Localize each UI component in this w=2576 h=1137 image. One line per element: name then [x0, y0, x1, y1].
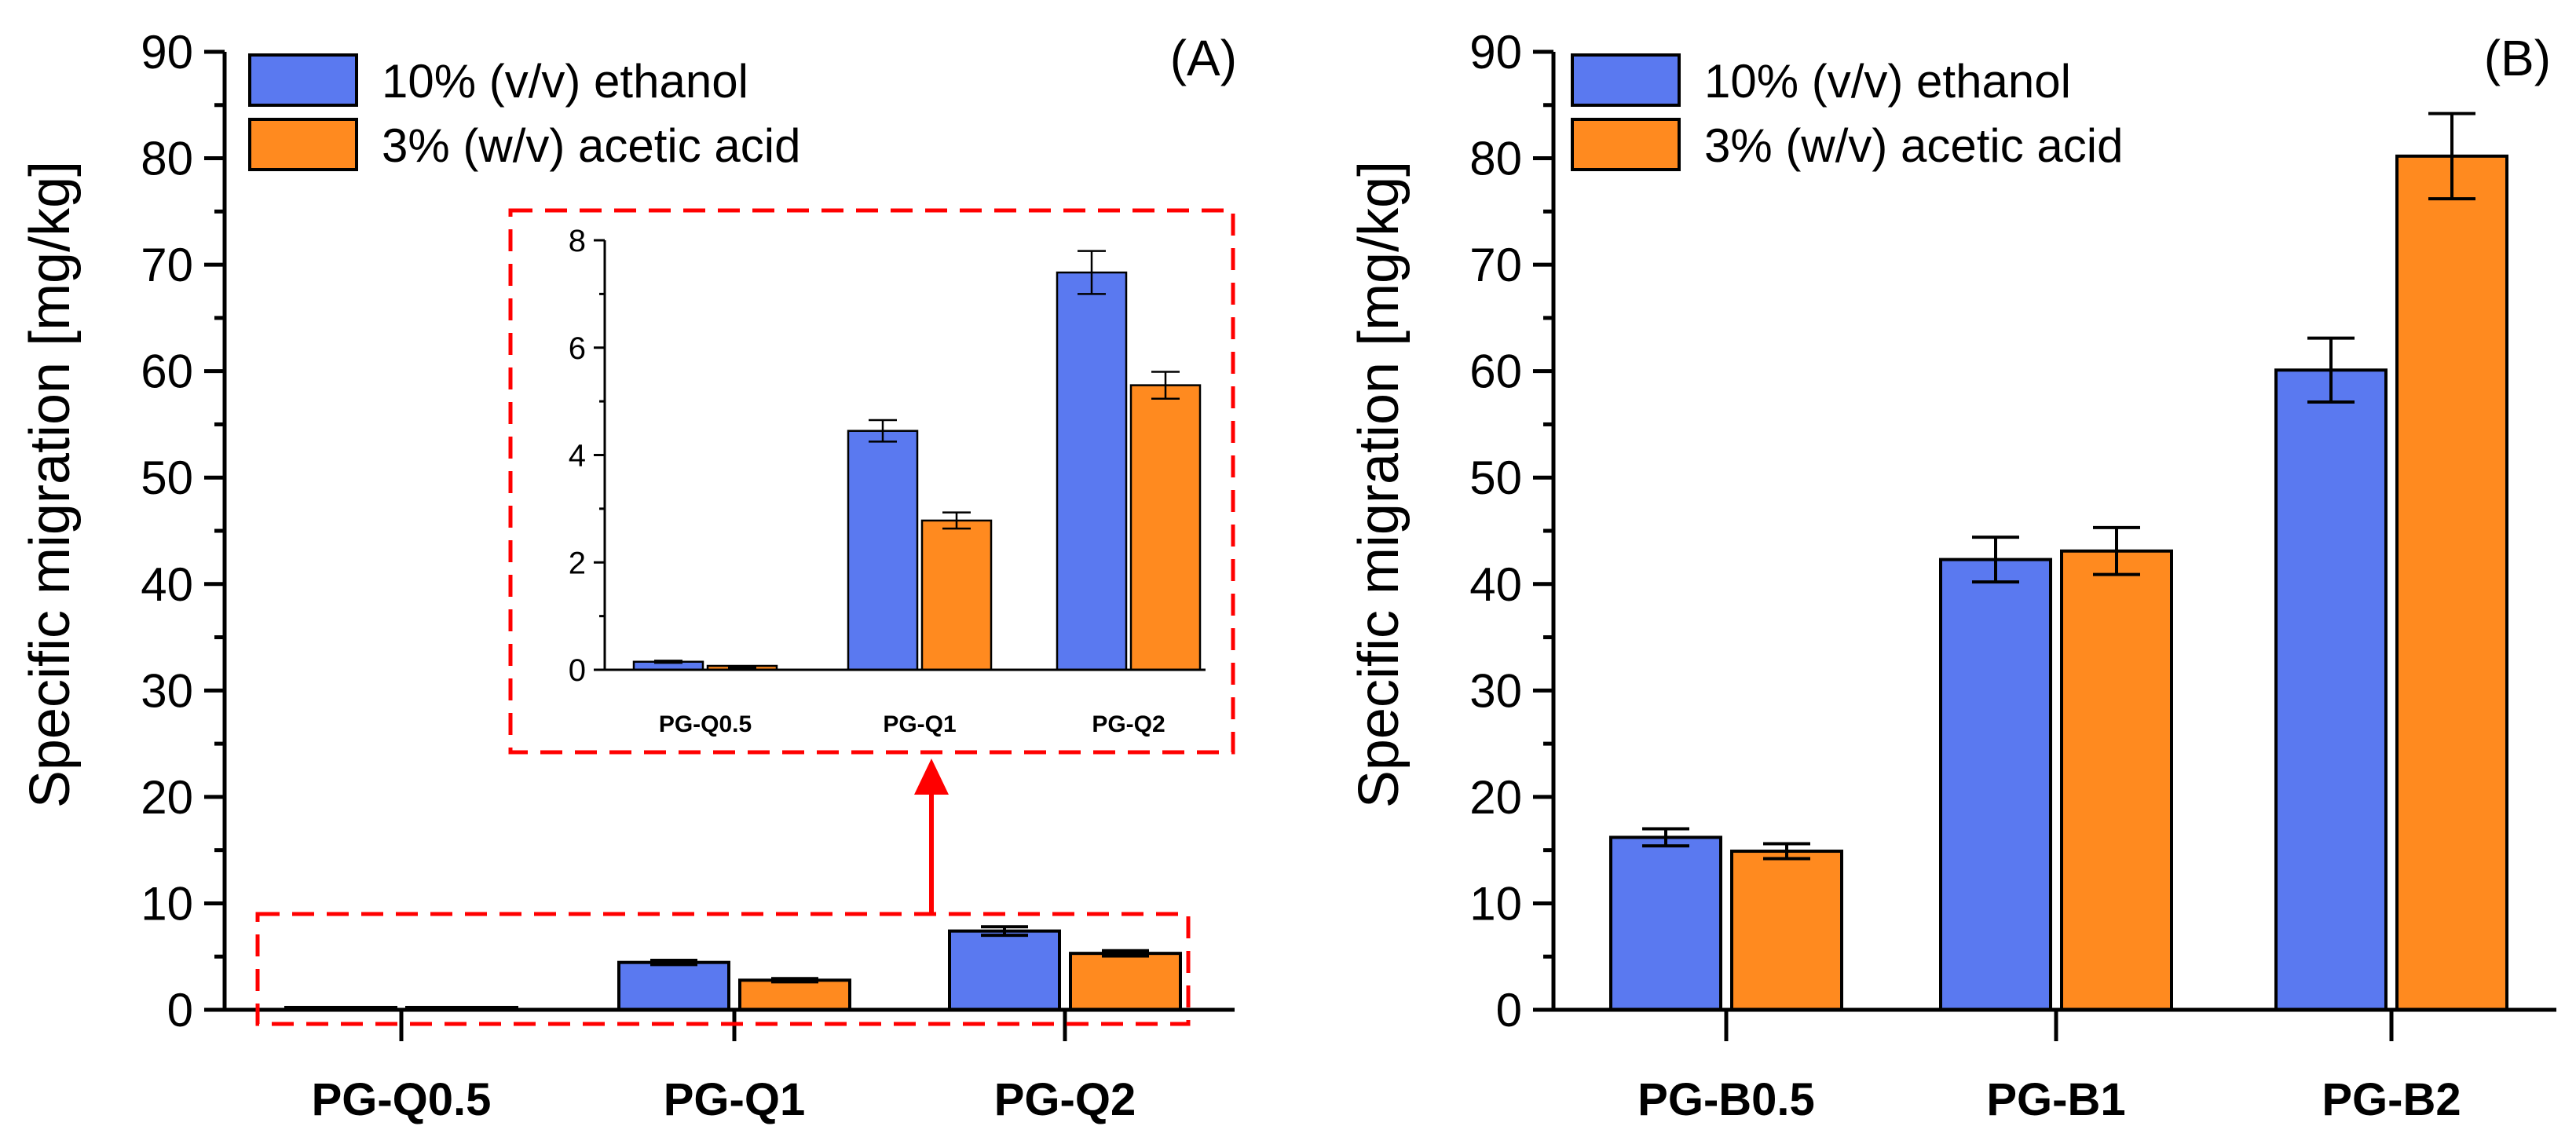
- panel-b-legend: 10% (v/v) ethanol 3% (w/v) acetic acid: [1571, 53, 2124, 172]
- legend-swatch-acetic: [1571, 118, 1681, 171]
- bar-PG-Q2-acetic: [1069, 952, 1182, 1011]
- y-tick-label: 70: [141, 239, 193, 291]
- y-tick-label: 0: [167, 984, 193, 1036]
- bar-PG-Q1-ethanol: [847, 430, 919, 671]
- x-tick-label: PG-Q2: [1092, 711, 1165, 737]
- legend-label-ethanol: 10% (v/v) ethanol: [382, 55, 748, 108]
- panel-a-tag: (A): [1170, 30, 1237, 86]
- y-tick-label: 20: [1469, 771, 1522, 824]
- bar-PG-B1-acetic: [2060, 549, 2173, 1011]
- legend-label-acetic: 3% (w/v) acetic acid: [1704, 119, 2124, 172]
- inset-chart: 0 2 4 6 8 PG-Q0.5 PG-Q1 PG-Q2: [508, 208, 1235, 755]
- bar-PG-B1-ethanol: [1939, 558, 2052, 1011]
- y-tick-label: 4: [569, 439, 586, 473]
- y-tick-label: 8: [569, 224, 586, 258]
- legend-label-acetic: 3% (w/v) acetic acid: [382, 119, 801, 172]
- inset-axes: [603, 240, 1206, 671]
- x-tick-label: PG-B1: [1986, 1074, 2125, 1125]
- bar-PG-B2-ethanol: [2274, 368, 2388, 1011]
- y-tick-label: 10: [1469, 877, 1522, 930]
- x-tick-label: PG-B2: [2322, 1074, 2461, 1125]
- y-tick-label: 10: [141, 877, 193, 930]
- y-tick-label: 60: [1469, 345, 1522, 398]
- legend-swatch-ethanol: [1571, 53, 1681, 107]
- x-tick-label: PG-Q2: [994, 1074, 1136, 1125]
- inset-x-tick-labels: PG-Q0.5 PG-Q1 PG-Q2: [659, 711, 1165, 737]
- panel-a-x-tick-labels: PG-Q0.5 PG-Q1 PG-Q2: [312, 1010, 1136, 1125]
- y-tick-label: 0: [1496, 984, 1522, 1036]
- y-tick-label: 70: [1469, 239, 1522, 291]
- arrow-head: [914, 759, 949, 795]
- y-tick-label: 80: [141, 133, 193, 185]
- panel-a-legend: 10% (v/v) ethanol 3% (w/v) acetic acid: [248, 53, 801, 172]
- panel-a-chart: Specific migration [mg/kg] (A) 010203040…: [19, 26, 1237, 1125]
- x-tick-label: PG-Q0.5: [312, 1074, 492, 1125]
- panel-b-bars: [1609, 112, 2508, 1012]
- y-tick-label: 6: [569, 331, 586, 366]
- panel-a-bars: [284, 925, 1182, 1011]
- panel-b-x-tick-labels: PG-B0.5 PG-B1 PG-B2: [1637, 1010, 2461, 1125]
- bar-PG-Q1-acetic: [920, 519, 993, 671]
- panel-a-y-ticks: 0 10 20 30 40 50 60 70 80 90: [141, 26, 225, 1036]
- inset-bars: [632, 250, 1202, 671]
- bar-PG-Q2-acetic: [1129, 384, 1202, 671]
- y-tick-label: 40: [141, 558, 193, 611]
- bar-PG-Q2-ethanol: [948, 929, 1061, 1011]
- y-tick-label: 40: [1469, 558, 1522, 611]
- x-tick-label: PG-Q1: [664, 1074, 806, 1125]
- y-tick-label: 60: [141, 345, 193, 398]
- bar-PG-B0.5-ethanol: [1609, 835, 1722, 1012]
- panel-b-tag: (B): [2484, 30, 2551, 86]
- bar-PG-Q1-ethanol: [617, 960, 730, 1011]
- highlight-box: [255, 912, 1191, 1026]
- x-tick-label: PG-B0.5: [1637, 1074, 1815, 1125]
- highlight-arrow: [914, 759, 949, 914]
- bar-PG-Q2-ethanol: [1056, 271, 1128, 671]
- y-tick-label: 20: [141, 771, 193, 824]
- inset-dashed-frame: [508, 208, 1235, 755]
- y-tick-label: 50: [1469, 452, 1522, 504]
- bar-PG-Q1-acetic: [738, 978, 851, 1011]
- y-tick-label: 80: [1469, 133, 1522, 185]
- panel-a-y-axis-label: Specific migration [mg/kg]: [19, 161, 82, 808]
- x-tick-label: PG-Q0.5: [659, 711, 752, 737]
- legend-label-ethanol: 10% (v/v) ethanol: [1704, 55, 2071, 108]
- y-tick-label: 2: [569, 546, 586, 580]
- y-tick-label: 30: [1469, 664, 1522, 717]
- x-tick-label: PG-Q1: [883, 711, 956, 737]
- y-tick-label: 50: [141, 452, 193, 504]
- bar-PG-B0.5-acetic: [1730, 850, 1843, 1011]
- y-tick-label: 90: [141, 26, 193, 79]
- y-tick-label: 30: [141, 664, 193, 717]
- panel-b-chart: Specific migration [mg/kg] (B) 0 10 20 30 40…: [1348, 26, 2556, 1125]
- panel-b-y-ticks: 0 10 20 30 40 50 60 70 80 90: [1469, 26, 1553, 1036]
- y-tick-label: 0: [569, 653, 586, 688]
- legend-swatch-ethanol: [248, 53, 358, 107]
- legend-swatch-acetic: [248, 118, 358, 171]
- inset-y-ticks: 0 2 4 6 8: [569, 224, 605, 688]
- panel-b-y-axis-label: Specific migration [mg/kg]: [1348, 161, 1411, 808]
- y-tick-label: 90: [1469, 26, 1522, 79]
- bar-PG-B2-acetic: [2395, 154, 2508, 1011]
